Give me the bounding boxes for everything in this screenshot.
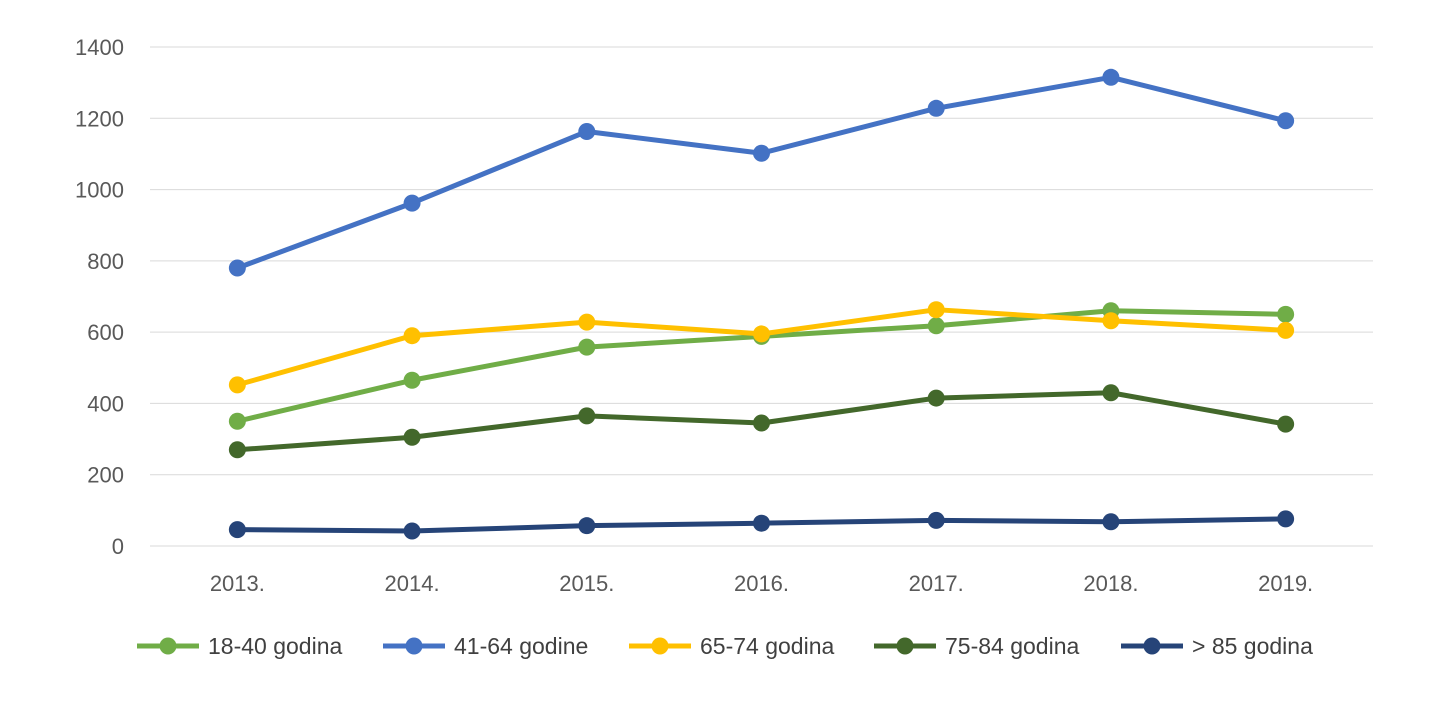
data-point <box>753 414 770 432</box>
legend-item: 18-40 godina <box>137 633 342 659</box>
data-point <box>927 511 945 529</box>
x-tick-label: 2016. <box>734 571 789 596</box>
data-point <box>228 412 246 430</box>
data-point <box>403 371 421 389</box>
data-point <box>927 389 945 407</box>
legend-label: 75-84 godina <box>945 633 1079 659</box>
y-tick-label: 1400 <box>75 35 124 60</box>
legend: 18-40 godina 41-64 godine 65-74 godina 75-8… <box>137 633 1313 659</box>
data-point <box>403 327 421 345</box>
data-point <box>1102 513 1120 531</box>
x-tick-label: 2013. <box>210 571 265 596</box>
data-point <box>403 194 421 212</box>
x-tick-label: 2014. <box>385 571 440 596</box>
data-point <box>1277 321 1295 339</box>
data-point <box>578 338 596 356</box>
y-tick-label: 800 <box>87 249 124 274</box>
data-point <box>403 522 421 540</box>
data-point <box>578 517 596 535</box>
legend-item: 65-74 godina <box>629 633 834 659</box>
x-tick-label: 2018. <box>1083 571 1138 596</box>
data-point <box>1277 305 1295 323</box>
data-point <box>403 428 421 446</box>
data-point <box>228 521 246 539</box>
y-tick-label: 200 <box>87 463 124 488</box>
data-point <box>228 376 246 394</box>
series-line <box>234 74 1289 271</box>
legend-marker <box>896 637 914 655</box>
series-3 <box>228 301 1295 394</box>
legend-marker <box>159 637 177 655</box>
gridlines <box>150 46 1373 547</box>
x-tick-label: 2019. <box>1258 571 1313 596</box>
y-tick-label: 1200 <box>75 106 124 131</box>
legend-label: 41-64 godine <box>454 633 588 659</box>
series-2 <box>228 68 1295 277</box>
data-point <box>753 325 770 343</box>
y-tick-label: 600 <box>87 320 124 345</box>
y-axis-tick-labels: 0 200 400 600 800 1000 1200 1400 <box>75 35 124 559</box>
data-point <box>1277 112 1295 130</box>
x-axis-tick-labels: 2013. 2014. 2015. 2016. 2017. 2018. 2019. <box>210 571 1313 596</box>
data-point <box>753 514 770 532</box>
y-tick-label: 0 <box>112 534 124 559</box>
data-point <box>578 407 596 425</box>
data-point <box>1102 384 1120 402</box>
data-point <box>753 144 770 162</box>
data-point <box>927 301 945 319</box>
series-line <box>234 307 1289 388</box>
y-tick-label: 1000 <box>75 178 124 203</box>
series-4 <box>228 384 1295 459</box>
data-point <box>578 313 596 331</box>
legend-marker <box>1143 637 1161 655</box>
legend-label: 18-40 godina <box>208 633 342 659</box>
x-tick-label: 2017. <box>909 571 964 596</box>
legend-item: 75-84 godina <box>874 633 1079 659</box>
series-5 <box>228 510 1295 540</box>
data-point <box>1277 415 1295 433</box>
legend-marker <box>405 637 423 655</box>
y-tick-label: 400 <box>87 391 124 416</box>
legend-label: > 85 godina <box>1192 633 1313 659</box>
data-point <box>927 99 945 117</box>
data-point <box>1102 68 1120 86</box>
legend-item: 41-64 godine <box>383 633 588 659</box>
data-point <box>578 122 596 140</box>
data-point <box>228 441 246 459</box>
data-point <box>927 317 945 335</box>
legend-label: 65-74 godina <box>700 633 834 659</box>
data-point <box>1102 312 1120 330</box>
series-lines <box>228 68 1295 540</box>
legend-marker <box>651 637 669 655</box>
data-point <box>1277 510 1295 528</box>
legend-item: > 85 godina <box>1121 633 1313 659</box>
data-point <box>228 259 246 277</box>
x-tick-label: 2015. <box>559 571 614 596</box>
